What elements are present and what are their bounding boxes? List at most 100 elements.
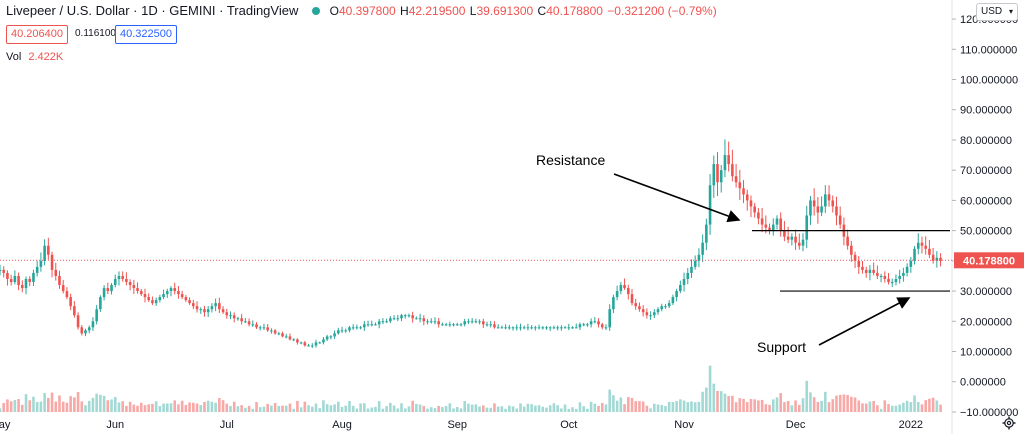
candle-body: [325, 336, 329, 340]
candle-body: [493, 324, 496, 328]
candle-body: [563, 327, 567, 329]
candle-body: [444, 324, 448, 326]
candle-body: [329, 336, 333, 338]
candle-body: [537, 327, 541, 329]
volume-bar: [448, 403, 452, 412]
sell-price-button[interactable]: 40.206400: [6, 25, 68, 44]
volume-bar: [452, 408, 455, 412]
candle-body: [337, 330, 340, 334]
volume-bar: [65, 402, 69, 412]
support-label: Support: [757, 339, 806, 355]
volume-bar: [106, 400, 110, 412]
candle-body: [162, 294, 165, 298]
volume-bar: [400, 403, 403, 412]
price-axis[interactable]: 120.000000110.000000100.00000090.0000008…: [952, 14, 1018, 419]
volume-bar: [39, 401, 43, 412]
x-tick-label: Oct: [560, 419, 577, 431]
volume-bar: [433, 408, 437, 412]
volume-bar: [214, 402, 217, 412]
volume-bar: [545, 407, 548, 412]
candle-body: [902, 272, 905, 276]
candle-body: [333, 333, 336, 337]
volume-bar: [526, 403, 530, 412]
volume-bar: [920, 404, 924, 412]
volume-bar: [110, 399, 113, 412]
candle-body: [80, 327, 84, 334]
volume-bar: [742, 398, 745, 412]
volume-bar: [667, 401, 671, 412]
volume-bar: [288, 403, 292, 412]
volume-bar: [47, 397, 50, 412]
volume-bar: [210, 401, 214, 412]
volume-bar: [541, 406, 545, 412]
candle-body: [147, 297, 151, 301]
y-tick-label: −10.000000: [960, 407, 1018, 419]
volume-bar: [857, 400, 861, 412]
candle-body: [35, 266, 39, 273]
candle-body: [296, 339, 299, 343]
candle-body: [727, 155, 730, 165]
candle-body: [136, 288, 139, 292]
candle-body: [522, 327, 526, 329]
candle-body: [229, 315, 232, 317]
volume-bar: [634, 401, 638, 412]
buy-price-button[interactable]: 40.322500: [115, 25, 177, 44]
candle-body: [630, 294, 634, 304]
spread-value: 0.116100: [75, 28, 116, 39]
volume-bar: [760, 399, 764, 412]
currency-dropdown[interactable]: USD ▾: [976, 3, 1018, 21]
volume-bar: [296, 400, 299, 412]
candle-body: [143, 294, 147, 298]
candle-body: [251, 324, 255, 326]
candle-body: [0, 269, 2, 271]
volume-bar: [905, 400, 909, 412]
volume-bar: [496, 406, 500, 412]
volume-bar: [939, 404, 942, 412]
candle-body: [589, 321, 593, 325]
candle-body: [928, 248, 931, 255]
candle-body: [757, 212, 760, 219]
candle-body: [314, 342, 318, 346]
open-value: 40.397800: [338, 4, 396, 18]
candle-body: [177, 291, 180, 295]
candle-body: [671, 297, 675, 304]
volume-bar: [801, 398, 805, 412]
candle-body: [734, 176, 738, 183]
volume-bar: [444, 406, 448, 412]
volume-bar: [139, 402, 143, 412]
volume-bar: [184, 404, 188, 412]
candle-body: [113, 278, 117, 286]
candle-body: [385, 321, 388, 323]
candle-body: [258, 327, 262, 329]
candle-body: [905, 266, 909, 273]
candle-body: [924, 245, 927, 249]
candle-body: [768, 227, 771, 231]
candle-body: [608, 309, 611, 328]
volume-bar: [753, 399, 756, 412]
volume-bar: [664, 406, 667, 412]
gear-icon[interactable]: [1002, 416, 1016, 430]
candle-body: [500, 327, 504, 329]
candle-body: [809, 200, 812, 216]
candle-body: [452, 324, 455, 326]
volume-bar: [192, 402, 195, 412]
volume-bar: [255, 402, 258, 412]
volume-bar: [898, 404, 901, 412]
last-price-line: 40.178800: [0, 252, 1024, 269]
volume-bar: [251, 408, 255, 412]
volume-bar: [489, 407, 493, 412]
volume-bar: [749, 398, 753, 412]
candle-body: [363, 324, 366, 328]
candle-body: [701, 242, 704, 255]
candle-body: [415, 318, 418, 320]
volume-bar: [284, 405, 288, 412]
time-axis[interactable]: May Jun Jul Aug Sep Oct Nov Dec 2022: [0, 419, 923, 431]
candle-body: [753, 206, 756, 213]
volume-bar: [0, 408, 2, 412]
volume-bar: [660, 405, 664, 412]
volume-bar: [708, 365, 712, 412]
candle-body: [645, 312, 649, 316]
candle-body: [931, 254, 935, 261]
candle-body: [474, 321, 478, 323]
